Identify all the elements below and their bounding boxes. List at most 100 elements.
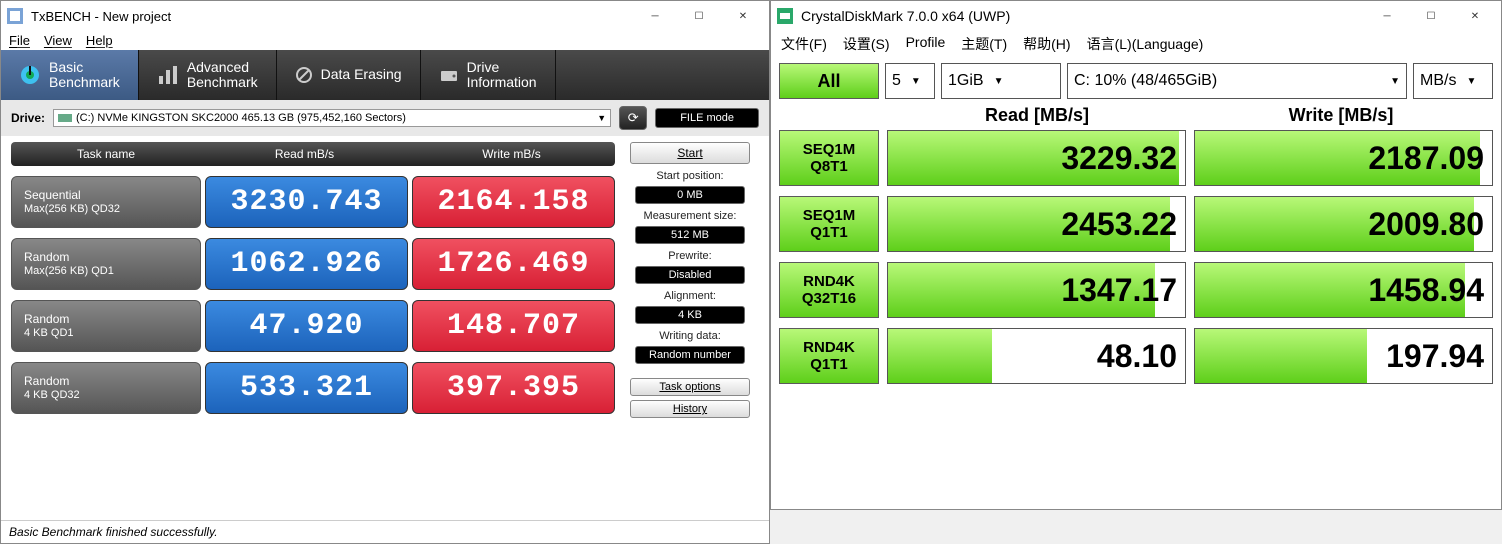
read-value: 48.10 <box>887 328 1186 384</box>
read-value: 3229.32 <box>887 130 1186 186</box>
task-random-qd1-256k[interactable]: Random Max(256 KB) QD1 <box>11 238 201 290</box>
tab-drive-information[interactable]: Drive Information <box>421 50 556 100</box>
task-random-4k-qd1[interactable]: Random 4 KB QD1 <box>11 300 201 352</box>
write-value: 148.707 <box>412 300 615 352</box>
maximize-button[interactable]: ☐ <box>1409 2 1453 30</box>
tab-data-erasing[interactable]: Data Erasing <box>277 50 421 100</box>
tab-basic-benchmark[interactable]: Basic Benchmark <box>1 50 139 100</box>
cdm-title: CrystalDiskMark 7.0.0 x64 (UWP) <box>801 8 1365 24</box>
size-select[interactable]: 1GiB▼ <box>941 63 1061 99</box>
task-line2: 4 KB QD32 <box>24 389 188 403</box>
menu-file[interactable]: File <box>9 33 30 48</box>
txbench-window-controls: ─ ☐ ✕ <box>633 2 765 30</box>
result-row: Sequential Max(256 KB) QD32 3230.743 216… <box>11 176 615 228</box>
result-column: Task name Read mB/s Write mB/s Sequentia… <box>11 142 615 520</box>
tab-advanced-label: Advanced Benchmark <box>187 60 258 91</box>
menu-language[interactable]: 语言(L)(Language) <box>1087 34 1204 54</box>
read-value: 1062.926 <box>205 238 408 290</box>
cdm-controls: All 5▼ 1GiB▼ C: 10% (48/465GiB)▼ MB/s▼ <box>771 57 1501 105</box>
start-button[interactable]: Start <box>630 142 750 164</box>
test-line2: Q1T1 <box>810 356 848 373</box>
align-value: 4 KB <box>635 306 745 324</box>
all-button[interactable]: All <box>779 63 879 99</box>
write-value: 1458.94 <box>1194 262 1493 318</box>
file-mode-button[interactable]: FILE mode <box>655 108 759 128</box>
cdm-rows: SEQ1M Q8T1 3229.32 2187.09 SEQ1M Q1T1 24… <box>771 126 1501 388</box>
close-button[interactable]: ✕ <box>1453 2 1497 30</box>
menu-file[interactable]: 文件(F) <box>781 34 827 54</box>
refresh-icon: ⟳ <box>628 110 639 126</box>
history-button[interactable]: History <box>630 400 750 418</box>
txbench-titlebar[interactable]: TxBENCH - New project ─ ☐ ✕ <box>1 1 769 31</box>
runs-select[interactable]: 5▼ <box>885 63 935 99</box>
drive-bar: Drive: (C:) NVMe KINGSTON SKC2000 465.13… <box>1 100 769 136</box>
read-value: 2453.22 <box>887 196 1186 252</box>
cdm-titlebar[interactable]: CrystalDiskMark 7.0.0 x64 (UWP) ─ ☐ ✕ <box>771 1 1501 31</box>
maximize-button[interactable]: ☐ <box>677 2 721 30</box>
prewrite-label: Prewrite: <box>668 250 711 262</box>
result-row: Random 4 KB QD1 47.920 148.707 <box>11 300 615 352</box>
tab-basic-label: Basic Benchmark <box>49 60 120 91</box>
task-line1: Random <box>24 312 188 327</box>
task-line1: Random <box>24 374 188 389</box>
drive-select[interactable]: C: 10% (48/465GiB)▼ <box>1067 63 1407 99</box>
write-value: 2187.09 <box>1194 130 1493 186</box>
task-options-button[interactable]: Task options <box>630 378 750 396</box>
cdm-row: SEQ1M Q8T1 3229.32 2187.09 <box>779 130 1493 186</box>
menu-help[interactable]: 帮助(H) <box>1023 34 1070 54</box>
tab-driveinfo-label: Drive Information <box>467 60 537 91</box>
menu-help[interactable]: Help <box>86 33 113 48</box>
drive-value: (C:) NVMe KINGSTON SKC2000 465.13 GB (97… <box>76 112 406 124</box>
drive-select[interactable]: (C:) NVMe KINGSTON SKC2000 465.13 GB (97… <box>53 109 611 127</box>
gauge-icon <box>19 64 41 86</box>
msize-label: Measurement size: <box>644 210 737 222</box>
chevron-down-icon: ▼ <box>911 76 921 87</box>
test-rnd4k-q1t1[interactable]: RND4K Q1T1 <box>779 328 879 384</box>
test-line1: SEQ1M <box>803 207 856 224</box>
unit-select[interactable]: MB/s▼ <box>1413 63 1493 99</box>
align-label: Alignment: <box>664 290 716 302</box>
cdm-row: RND4K Q32T16 1347.17 1458.94 <box>779 262 1493 318</box>
test-line2: Q1T1 <box>810 224 848 241</box>
txbench-window: TxBENCH - New project ─ ☐ ✕ File View He… <box>0 0 770 544</box>
fill-bar <box>1195 329 1367 383</box>
read-value: 533.321 <box>205 362 408 414</box>
write-value: 2164.158 <box>412 176 615 228</box>
close-button[interactable]: ✕ <box>721 2 765 30</box>
write-value: 397.395 <box>412 362 615 414</box>
cdm-window: CrystalDiskMark 7.0.0 x64 (UWP) ─ ☐ ✕ 文件… <box>770 0 1502 510</box>
write-value: 2009.80 <box>1194 196 1493 252</box>
header-read: Read [MB/s] <box>885 105 1189 126</box>
menu-view[interactable]: View <box>44 33 72 48</box>
cdm-row: RND4K Q1T1 48.10 197.94 <box>779 328 1493 384</box>
tab-advanced-benchmark[interactable]: Advanced Benchmark <box>139 50 277 100</box>
result-header: Task name Read mB/s Write mB/s <box>11 142 615 166</box>
test-line1: RND4K <box>803 273 855 290</box>
drive-value: C: 10% (48/465GiB) <box>1074 72 1217 90</box>
write-value: 1726.469 <box>412 238 615 290</box>
minimize-button[interactable]: ─ <box>633 2 677 30</box>
txbench-app-icon <box>5 6 25 26</box>
menu-theme[interactable]: 主题(T) <box>961 34 1007 54</box>
test-rnd4k-q32t16[interactable]: RND4K Q32T16 <box>779 262 879 318</box>
status-bar: Basic Benchmark finished successfully. <box>1 520 769 543</box>
erase-icon <box>295 66 313 84</box>
fill-bar <box>888 329 992 383</box>
task-sequential-qd32[interactable]: Sequential Max(256 KB) QD32 <box>11 176 201 228</box>
task-random-4k-qd32[interactable]: Random 4 KB QD32 <box>11 362 201 414</box>
menu-profile[interactable]: Profile <box>906 34 946 54</box>
chevron-down-icon: ▼ <box>597 113 606 123</box>
test-seq1m-q8t1[interactable]: SEQ1M Q8T1 <box>779 130 879 186</box>
minimize-button[interactable]: ─ <box>1365 2 1409 30</box>
txbench-menubar: File View Help <box>1 31 769 50</box>
test-line1: RND4K <box>803 339 855 356</box>
read-value: 3230.743 <box>205 176 408 228</box>
tab-erasing-label: Data Erasing <box>321 67 402 82</box>
test-seq1m-q1t1[interactable]: SEQ1M Q1T1 <box>779 196 879 252</box>
test-line2: Q8T1 <box>810 158 848 175</box>
bars-icon <box>157 64 179 86</box>
runs-value: 5 <box>892 72 901 90</box>
refresh-button[interactable]: ⟳ <box>619 106 647 130</box>
menu-setting[interactable]: 设置(S) <box>843 34 890 54</box>
result-row: Random Max(256 KB) QD1 1062.926 1726.469 <box>11 238 615 290</box>
